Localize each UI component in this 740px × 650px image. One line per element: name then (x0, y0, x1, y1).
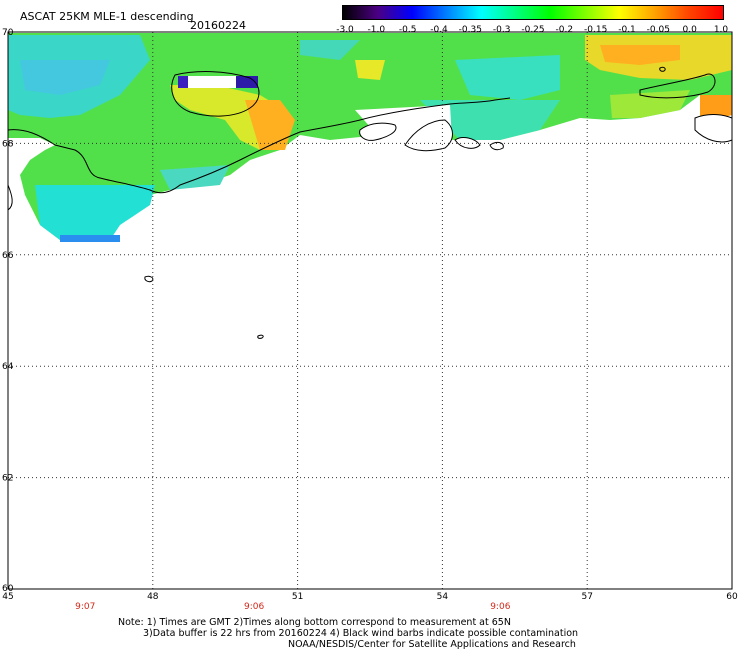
longitude-label: 54 (437, 592, 449, 602)
data-cell (188, 76, 236, 88)
time-labels: 9:07 9:06 9:06 (75, 602, 511, 612)
data-region-cyan (300, 40, 360, 60)
note-line-2: 3)Data buffer is 22 hrs from 20160224 4)… (143, 628, 579, 639)
map-frame (7, 31, 733, 590)
latitude-label: 60 (2, 584, 14, 594)
colorbar-tick-label: -0.4 (430, 25, 448, 35)
time-label: 9:07 (75, 602, 95, 612)
colorbar-tick-label: -0.05 (646, 25, 670, 35)
latitude-label: 64 (2, 362, 14, 372)
longitude-label: 57 (581, 592, 592, 602)
colorbar-tick-label: -3.0 (336, 25, 354, 35)
longitude-label: 45 (2, 592, 13, 602)
colorbar-tick-label: -0.1 (618, 25, 636, 35)
data-region-orange (600, 45, 680, 65)
data-region-cyan (20, 60, 110, 95)
map-title: ASCAT 25KM MLE-1 descending (20, 10, 194, 23)
coastline (7, 184, 13, 211)
colorbar-tick-label: -0.35 (458, 25, 482, 35)
longitude-label: 60 (726, 592, 738, 602)
coastline (454, 137, 481, 149)
note-line-1: Note: 1) Times are GMT 2)Times along bot… (118, 617, 511, 628)
data-region-cyan (35, 185, 155, 240)
data-region-cyan (420, 100, 560, 140)
longitude-label: 48 (147, 592, 159, 602)
coastline (257, 334, 264, 339)
data-region-yellow (355, 60, 385, 80)
time-label: 9:06 (244, 602, 264, 612)
coastline (171, 71, 260, 117)
colorbar-tick-label: 0.0 (682, 25, 697, 35)
coastline (359, 122, 397, 141)
data-region-cyan (455, 55, 560, 100)
colorbar (342, 5, 724, 20)
data-region-yellowgreen (610, 90, 690, 118)
coastline (7, 97, 511, 194)
data-region-orange (700, 95, 732, 120)
colorbar-tick-label: -0.3 (492, 25, 511, 35)
map-date: 20160224 (190, 19, 246, 32)
colorbar-tick-label: -1.0 (367, 25, 386, 35)
colorbar-tick-label: 1.0 (713, 25, 729, 35)
latitude-label: 68 (2, 139, 14, 149)
coastline (639, 73, 716, 99)
grid-layer (8, 32, 732, 589)
coastline (489, 141, 504, 151)
coastline (144, 275, 154, 283)
data-cell (178, 76, 188, 88)
footnotes: Note: 1) Times are GMT 2)Times along bot… (118, 617, 578, 650)
latitude-label: 70 (2, 28, 14, 38)
latitude-label: 66 (2, 251, 14, 261)
coastline (659, 66, 666, 72)
colorbar-tick-label: -0.25 (521, 25, 545, 35)
colorbar-tick-label: -0.2 (555, 25, 574, 35)
longitude-labels: 45 48 51 54 57 60 (2, 592, 738, 602)
latitude-labels: 70 68 66 64 62 60 (2, 28, 14, 594)
data-region-blue (60, 235, 120, 242)
note-line-3: NOAA/NESDIS/Center for Satellite Applica… (288, 639, 576, 650)
colorbar-tick-label: -0.5 (398, 25, 417, 35)
data-cell (236, 76, 258, 88)
data-layer (8, 33, 732, 242)
data-region-orange (245, 100, 295, 150)
latitude-label: 62 (2, 474, 13, 484)
data-region-cyan (160, 165, 230, 190)
longitude-label: 51 (292, 592, 303, 602)
colorbar-tick-label: -0.15 (584, 25, 608, 35)
time-label: 9:06 (490, 602, 510, 612)
